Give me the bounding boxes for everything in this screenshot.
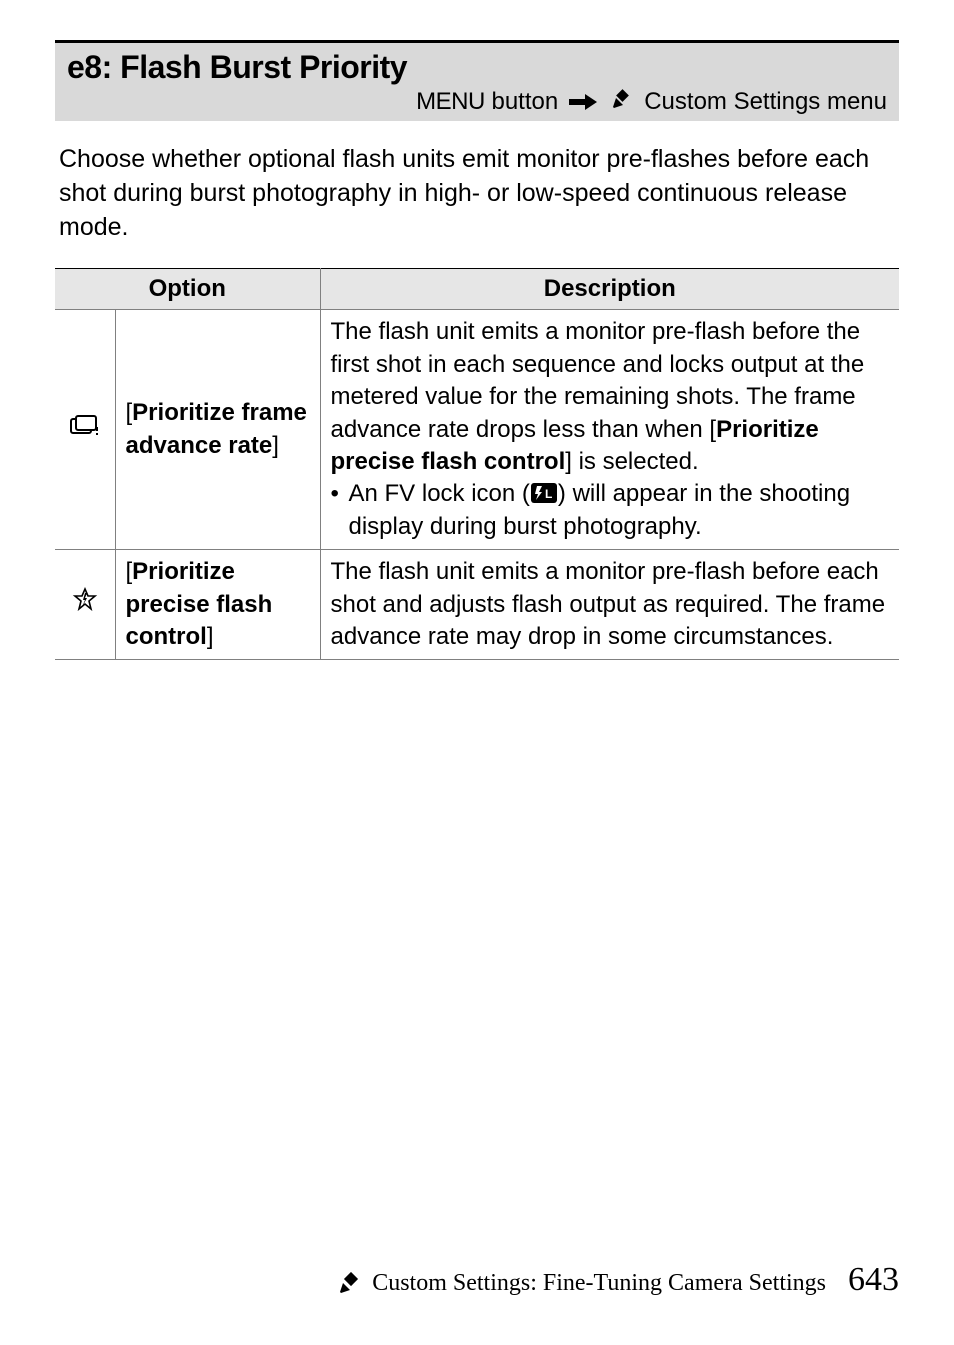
section-title: e8: Flash Burst Priority: [67, 49, 887, 86]
pencil-icon: [338, 1272, 360, 1301]
bullet-dot-icon: •: [331, 478, 349, 510]
bullet-pre: An FV lock icon (: [349, 480, 530, 507]
option-description-cell: The flash unit emits a monitor pre-flash…: [320, 550, 899, 660]
table-header-option: Option: [55, 269, 320, 310]
intro-paragraph: Choose whether optional flash units emit…: [59, 143, 895, 244]
option-icon-cell: [55, 550, 115, 660]
svg-text:L: L: [545, 487, 552, 501]
label-close: ]: [207, 623, 214, 650]
burst-frames-icon: [70, 416, 100, 443]
bullet-text: An FV lock icon (L) will appear in the s…: [349, 478, 890, 543]
bullet-line: • An FV lock icon (L) will appear in the…: [331, 478, 890, 543]
page-number: 643: [848, 1261, 899, 1299]
option-description-cell: The flash unit emits a monitor pre-flash…: [320, 310, 899, 550]
option-icon-cell: [55, 310, 115, 550]
footer-section-text: Custom Settings: Fine-Tuning Camera Sett…: [372, 1270, 826, 1296]
section-breadcrumb: MENU button Custom Settings menu: [55, 88, 899, 121]
option-label-cell: [Prioritize precise flash control]: [115, 550, 320, 660]
pencil-icon: [610, 88, 632, 117]
arrow-right-icon: [569, 89, 597, 117]
table-header-description: Description: [320, 269, 899, 310]
footer-section: Custom Settings: Fine-Tuning Camera Sett…: [338, 1270, 826, 1299]
label-bold: Prioritize precise flash control: [126, 558, 273, 650]
button-word: button: [491, 88, 558, 115]
label-close: ]: [272, 432, 279, 459]
options-table: Option Description [Pri: [55, 268, 899, 660]
table-row: [Prioritize precise flash control] The f…: [55, 550, 899, 660]
section-header: e8: Flash Burst Priority: [55, 40, 899, 88]
label-bold: Prioritize frame advance rate: [126, 399, 307, 458]
desc-post: ] is selected.: [565, 448, 698, 475]
precise-flash-icon: [72, 592, 98, 619]
page-footer: Custom Settings: Fine-Tuning Camera Sett…: [338, 1261, 899, 1299]
fv-lock-icon: L: [531, 483, 557, 503]
menu-button-label: MENU: [416, 88, 485, 115]
table-row: [Prioritize frame advance rate] The flas…: [55, 310, 899, 550]
option-label-cell: [Prioritize frame advance rate]: [115, 310, 320, 550]
breadcrumb-suffix: Custom Settings menu: [644, 88, 887, 115]
